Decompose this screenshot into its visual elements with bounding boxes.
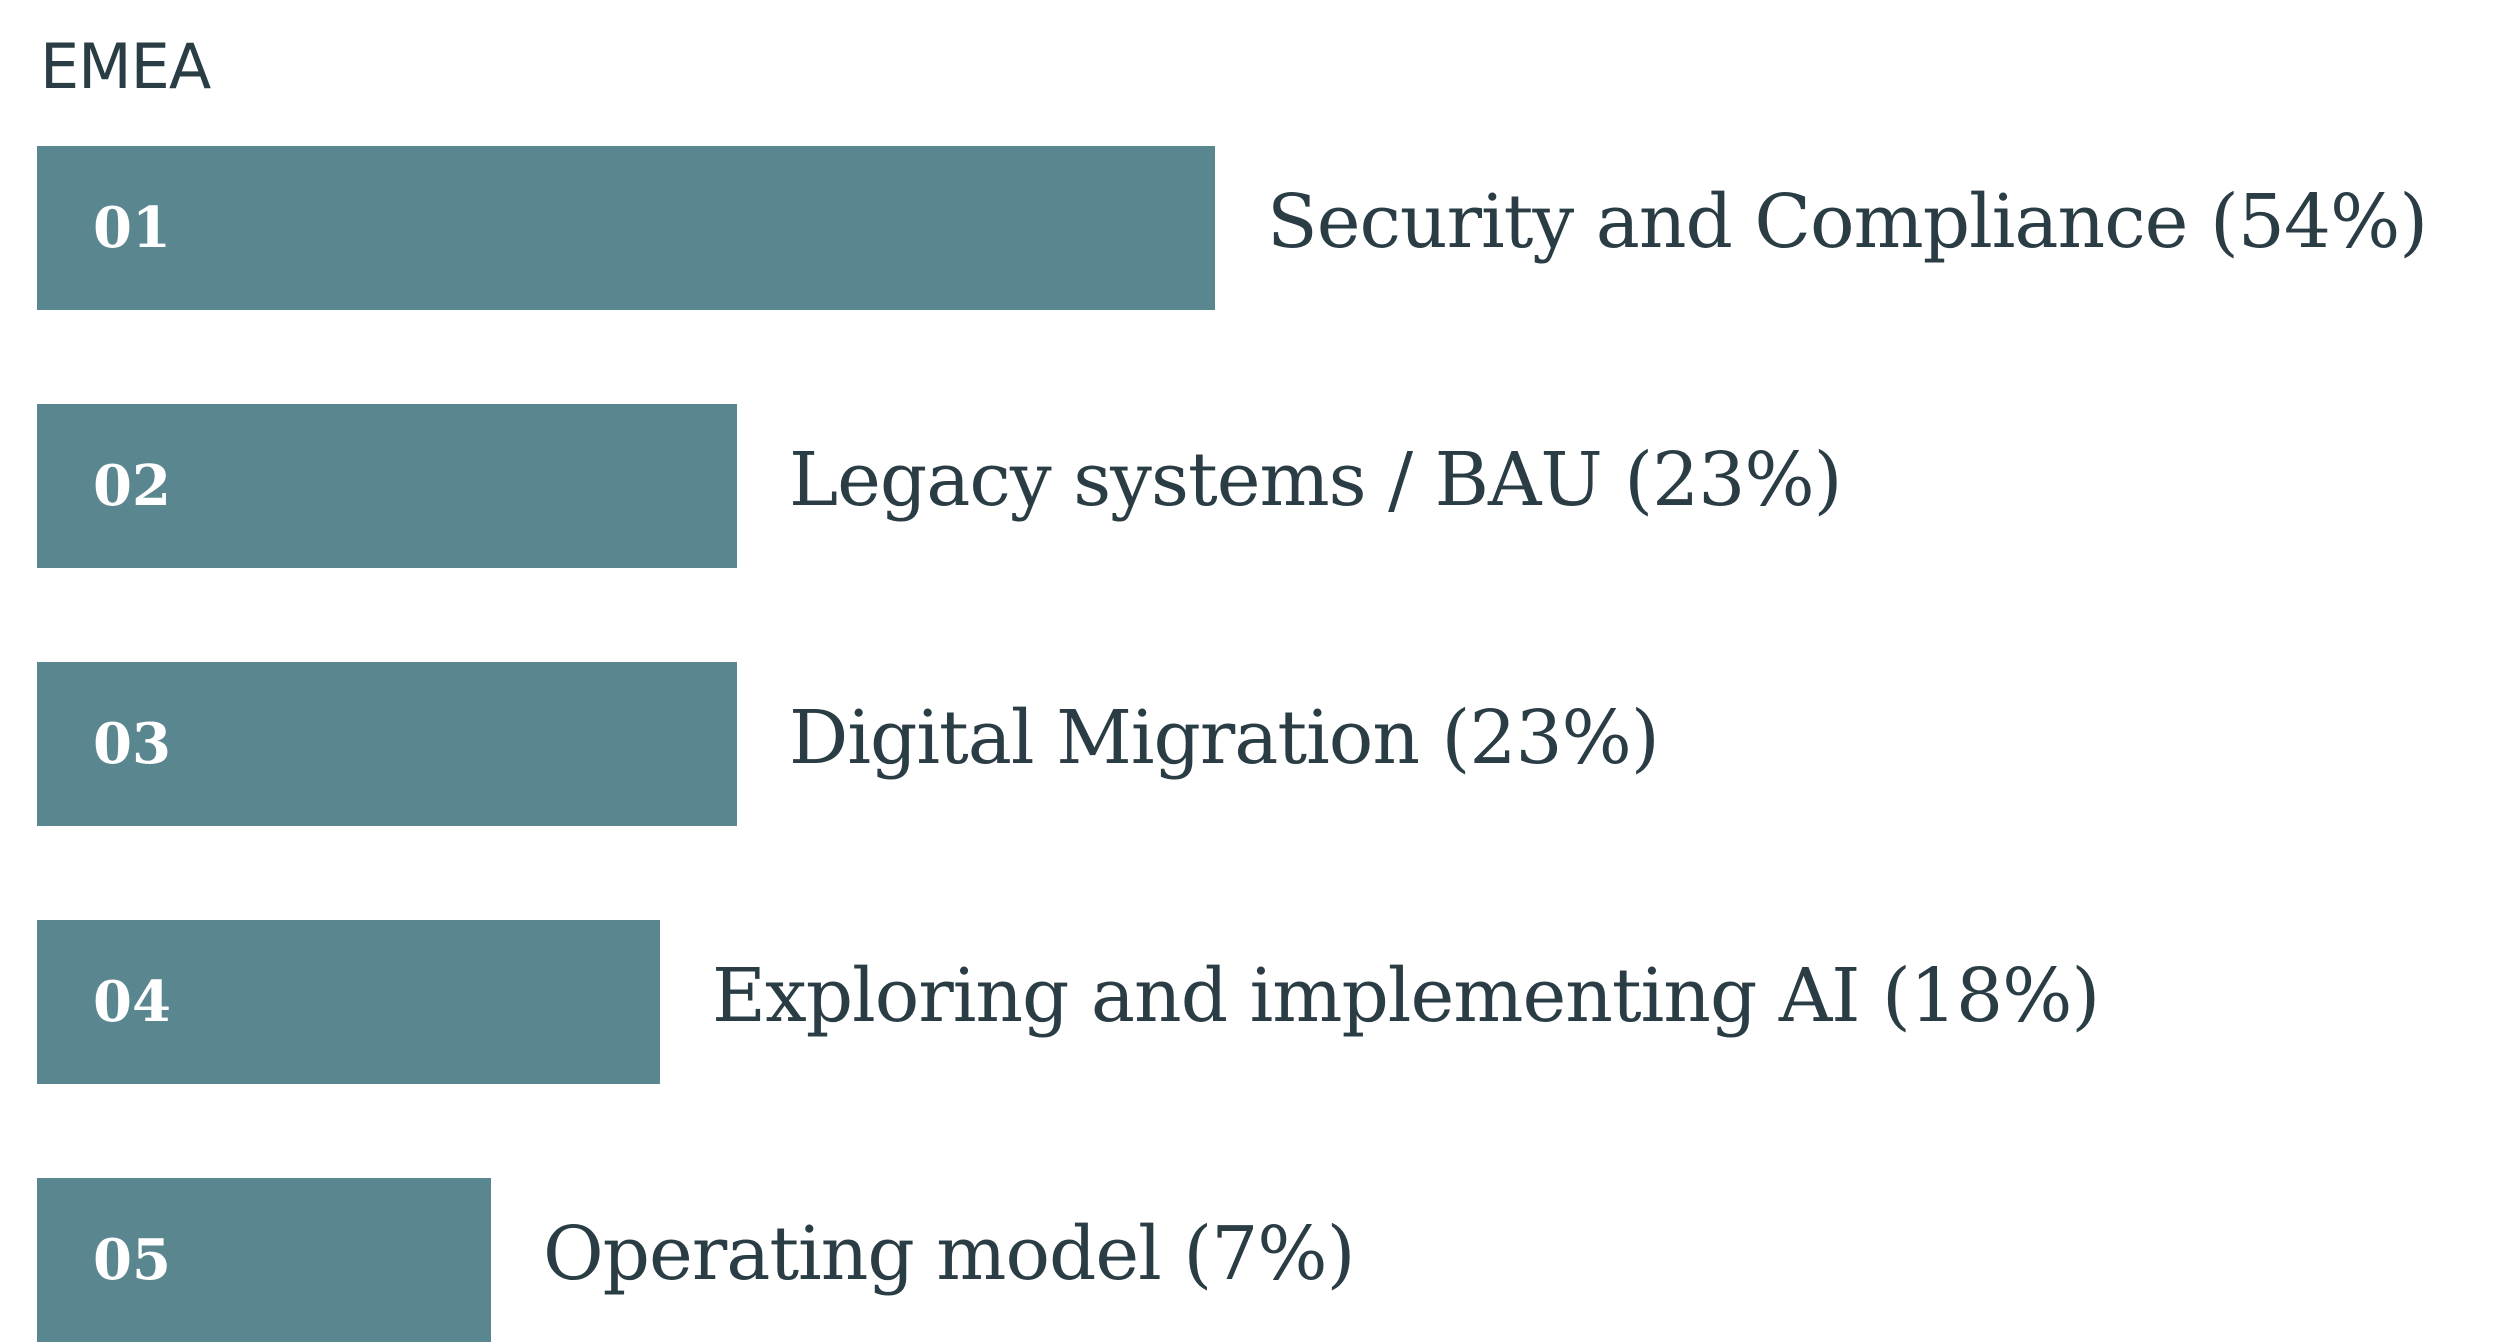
bar-03: 03 (37, 662, 737, 826)
bar-rank-label: 03 (93, 711, 171, 777)
bar-data-label: Operating model (7%) (543, 1211, 1355, 1297)
bar-data-label: Legacy systems / BAU (23%) (789, 437, 1843, 523)
bar-data-label: Exploring and implementing AI (18%) (712, 953, 2100, 1039)
bar-02: 02 (37, 404, 737, 568)
bar-05: 05 (37, 1178, 491, 1342)
bar-01: 01 (37, 146, 1215, 310)
bar-rank-label: 02 (93, 453, 171, 519)
chart-title: EMEA (40, 30, 211, 103)
bar-04: 04 (37, 920, 660, 1084)
bar-data-label: Digital Migration (23%) (789, 695, 1660, 781)
bar-rank-label: 01 (93, 195, 171, 261)
bar-rank-label: 04 (93, 969, 171, 1035)
bar-data-label: Security and Compliance (54%) (1267, 179, 2428, 265)
bar-rank-label: 05 (93, 1227, 171, 1293)
